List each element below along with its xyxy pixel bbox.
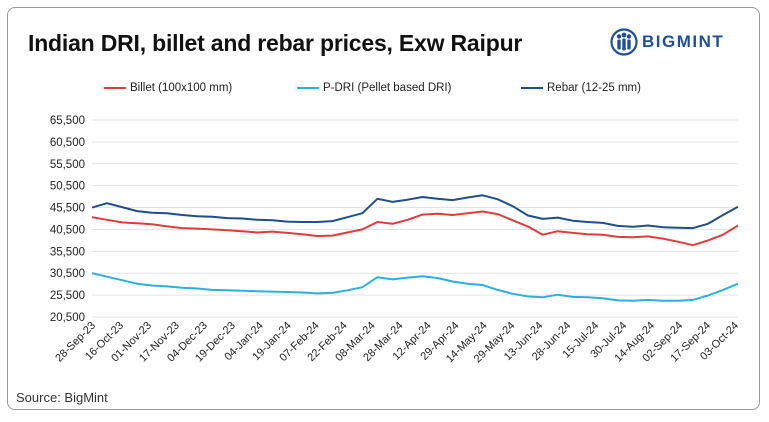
y-axis-ticks: 65,500 60,500 55,500 50,500 45,500 40,500 35,5…: [50, 115, 85, 324]
series-line-billet: [91, 210, 739, 247]
y-tick-label: 35,500: [50, 246, 85, 258]
legend-swatch-pdri: [297, 87, 319, 89]
series-lines: [91, 194, 739, 302]
legend-item-billet: Billet (100x100 mm): [104, 82, 232, 94]
series-line-pdri: [91, 272, 739, 302]
legend-label-rebar: Rebar (12-25 mm): [547, 82, 641, 94]
legend-label-billet: Billet (100x100 mm): [130, 82, 233, 94]
y-tick-label: 55,500: [50, 159, 85, 171]
bigmint-logo-icon: [610, 28, 638, 56]
y-tick-label: 50,500: [50, 181, 85, 193]
x-axis-ticks: 28-Sep-2316-Oct-2301-Nov-2317-Nov-2304-D…: [53, 320, 741, 366]
chart-legend: Billet (100x100 mm) P-DRI (Pellet based …: [0, 82, 769, 100]
y-tick-label: 40,500: [50, 224, 85, 236]
legend-item-pdri: P-DRI (Pellet based DRI): [297, 82, 451, 94]
bigmint-logo: BIGMINT: [610, 28, 724, 56]
legend-item-rebar: Rebar (12-25 mm): [521, 82, 641, 94]
grid-lines: [92, 119, 738, 318]
y-tick-label: 45,500: [50, 203, 85, 215]
y-tick-label: 25,500: [50, 290, 85, 302]
y-tick-label: 30,500: [50, 268, 85, 280]
legend-label-pdri: P-DRI (Pellet based DRI): [323, 82, 452, 94]
chart-title: Indian DRI, billet and rebar prices, Exw…: [28, 30, 523, 56]
y-tick-label: 20,500: [50, 312, 85, 324]
legend-swatch-rebar: [521, 87, 543, 89]
bigmint-logo-text: BIGMINT: [642, 32, 725, 51]
chart-frame: [7, 7, 760, 410]
series-line-rebar: [91, 194, 739, 230]
y-tick-label: 65,500: [50, 115, 85, 127]
legend-swatch-billet: [104, 87, 126, 89]
y-tick-label: 60,500: [50, 137, 85, 149]
source-note: Source: BigMint: [16, 390, 108, 405]
